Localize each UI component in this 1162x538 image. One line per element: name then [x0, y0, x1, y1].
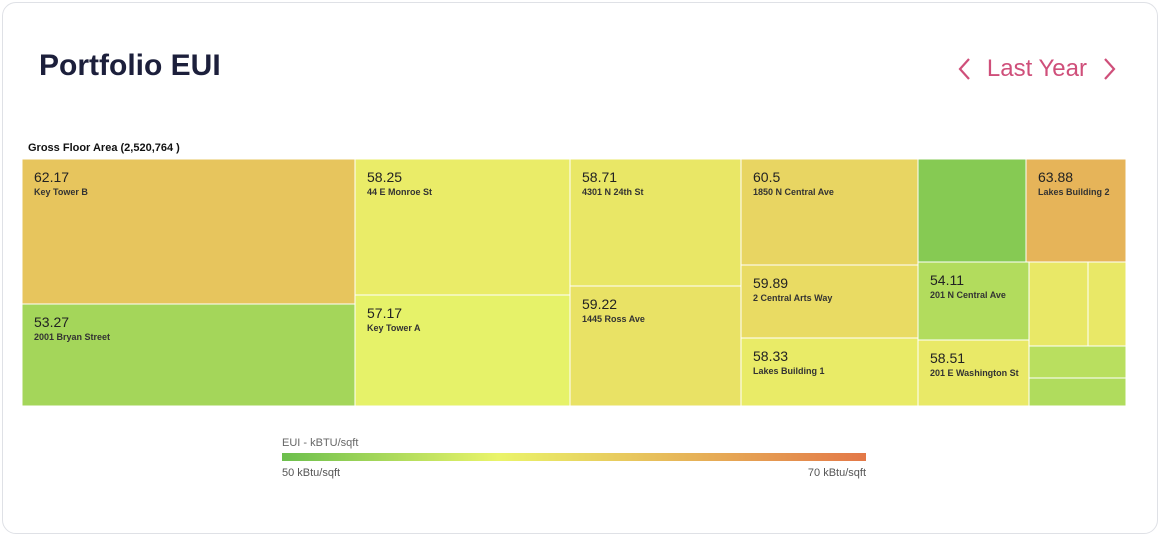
period: Last Year [986, 55, 1087, 82]
tile-name: Lakes Building 1 [753, 366, 825, 376]
legend-title: EUI - kBTU/sqft [282, 437, 358, 449]
tile-value: 62.17 [34, 169, 69, 185]
tile-value: 57.17 [367, 305, 402, 321]
tile-value: 59.89 [753, 275, 788, 291]
tile-name: 201 N Central Ave [930, 290, 1006, 300]
colorbar-label: 70 kBtu/sqft [808, 467, 866, 479]
tile-value: 58.71 [582, 169, 617, 185]
tile-value: 58.33 [753, 348, 788, 364]
colorbar-label: 50 kBtu/sqft [282, 467, 340, 479]
chart-title: Gross Floor Area (2,520,764 ) [28, 142, 180, 154]
tile-name: 2001 Bryan Street [34, 332, 110, 342]
tile [917, 261, 1030, 341]
tile [740, 264, 919, 339]
tile-value: 58.51 [930, 350, 965, 366]
tile [354, 294, 571, 407]
tile-value: 54.11 [930, 272, 964, 288]
tile-name: 2 Central Arts Way [753, 293, 832, 303]
colorbar [282, 453, 866, 461]
tile [569, 285, 742, 407]
tile-name: 1445 Ross Ave [582, 314, 645, 324]
tile-value: 63.88 [1038, 169, 1073, 185]
tile [21, 303, 356, 407]
next-button[interactable] [1101, 56, 1117, 82]
tile-value: 58.25 [367, 169, 402, 185]
tile-value: 60.5 [753, 169, 780, 185]
prev-button[interactable] [957, 56, 973, 82]
tile-name: Lakes Building 2 [1038, 187, 1110, 197]
tile [1028, 377, 1127, 407]
tile-name: 4301 N 24th St [582, 187, 644, 197]
tile-name: Key Tower A [367, 323, 421, 333]
tile-value: 59.22 [582, 296, 617, 312]
tile [1028, 345, 1127, 379]
tile [21, 158, 356, 305]
tile [917, 158, 1027, 263]
tile [569, 158, 742, 287]
tile [354, 158, 571, 296]
tile [1025, 158, 1127, 263]
tile-name: 1850 N Central Ave [753, 187, 834, 197]
tile-value: 53.27 [34, 314, 69, 330]
tile [917, 339, 1030, 407]
tile [740, 158, 919, 266]
tile [1087, 261, 1127, 347]
tile-name: 44 E Monroe St [367, 187, 432, 197]
tile-name: 201 E Washington St [930, 368, 1019, 378]
title: Portfolio EUI [39, 49, 221, 82]
tile-name: Key Tower B [34, 187, 88, 197]
period-nav: Last Year [957, 55, 1117, 83]
tile [1028, 261, 1089, 347]
